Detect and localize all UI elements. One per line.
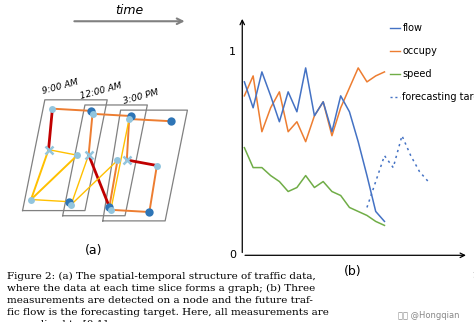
Text: 9:00 AM: 9:00 AM <box>41 78 80 96</box>
Text: speed: speed <box>402 69 432 79</box>
Text: flow: flow <box>402 23 422 33</box>
Text: 12:00 AM: 12:00 AM <box>79 81 122 101</box>
Text: 1: 1 <box>229 47 236 57</box>
Text: occupy: occupy <box>402 46 437 56</box>
Text: time: time <box>115 4 144 17</box>
Text: 知乎 @Hongqian: 知乎 @Hongqian <box>398 311 460 320</box>
Text: (b): (b) <box>344 265 362 278</box>
Text: Figure 2: (a) The spatial-temporal structure of traffic data,
where the data at : Figure 2: (a) The spatial-temporal struc… <box>7 272 329 322</box>
Text: time: time <box>472 269 474 282</box>
Text: forecasting target: forecasting target <box>402 92 474 102</box>
Text: (a): (a) <box>85 244 102 257</box>
Text: 0: 0 <box>229 250 236 260</box>
Text: 3:00 PM: 3:00 PM <box>122 88 159 106</box>
